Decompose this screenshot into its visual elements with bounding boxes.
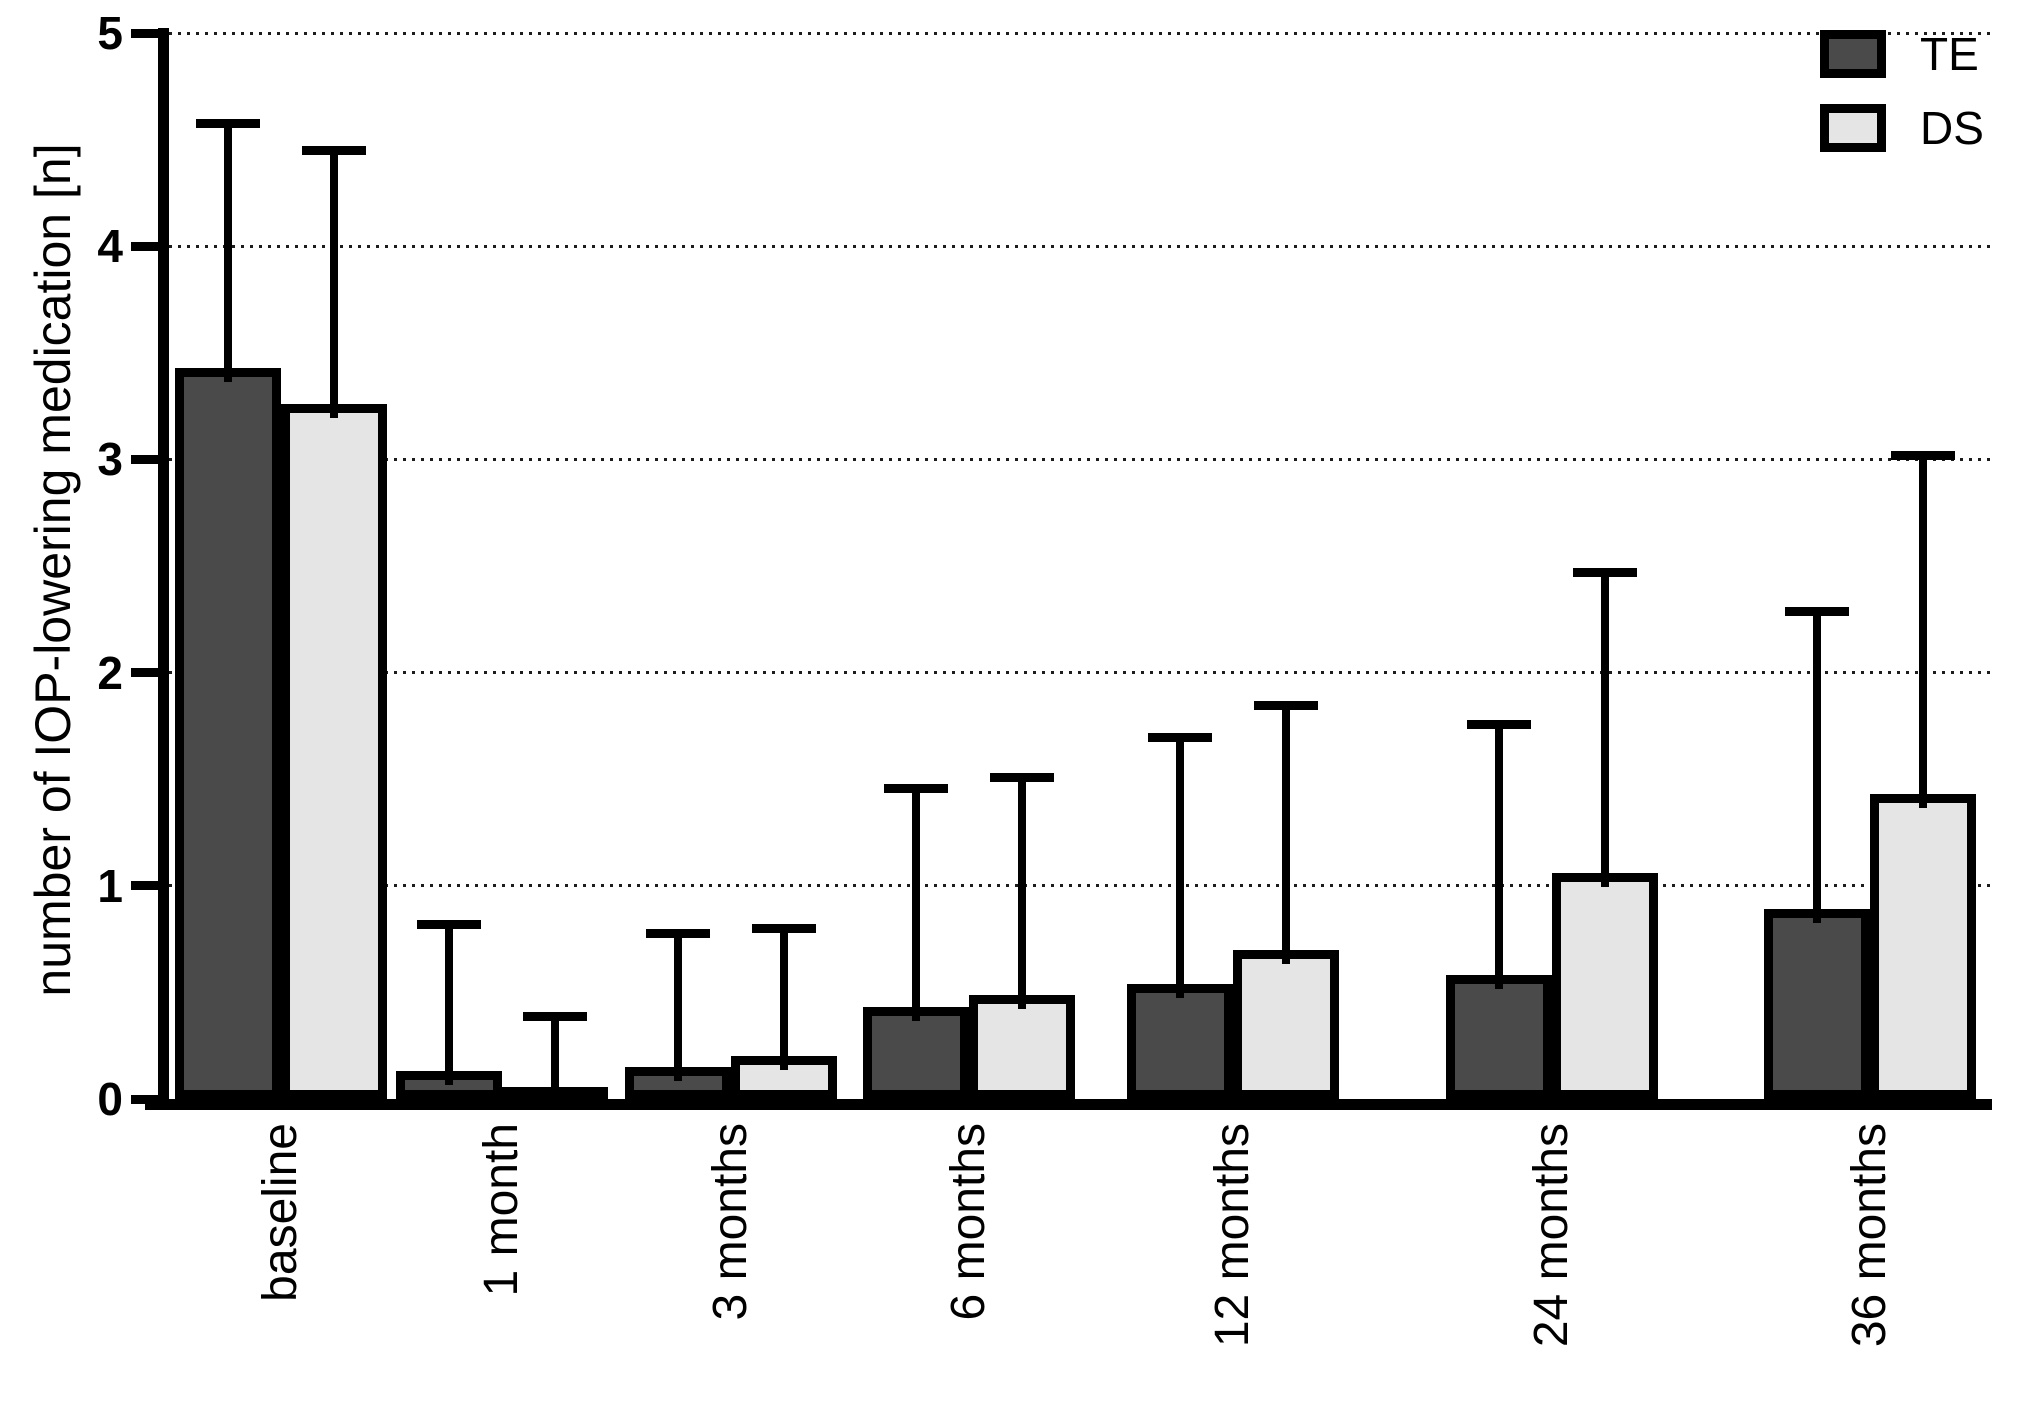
error-cap-ds-baseline xyxy=(302,146,366,156)
error-bar-ds-24-months xyxy=(1601,572,1609,887)
error-bar-te-36-months xyxy=(1813,610,1821,924)
legend-row-ds: DS xyxy=(1820,104,1984,152)
error-cap-ds-36-months xyxy=(1891,451,1955,461)
error-bar-ds-6-months xyxy=(1018,777,1026,1009)
y-tick-4 xyxy=(131,241,158,251)
error-cap-te-3-months xyxy=(646,928,710,938)
bar-te-36-months xyxy=(1764,909,1870,1099)
x-label-baseline: baseline xyxy=(254,1123,307,1302)
y-tick-5 xyxy=(131,28,158,38)
bar-te-baseline xyxy=(175,367,281,1099)
error-cap-te-12-months xyxy=(1148,732,1212,742)
bar-te-24-months xyxy=(1446,975,1552,1099)
x-label-36-months: 36 months xyxy=(1843,1123,1896,1348)
legend: TE DS xyxy=(1820,30,1984,178)
error-bar-ds-3-months xyxy=(780,928,788,1071)
error-cap-te-36-months xyxy=(1785,606,1849,616)
y-tick-label-3: 3 xyxy=(97,433,123,486)
legend-label-ds: DS xyxy=(1920,102,1984,154)
x-label-3-months: 3 months xyxy=(704,1123,757,1321)
bar-ds-6-months xyxy=(969,994,1075,1099)
error-cap-ds-6-months xyxy=(990,773,1054,783)
x-label-1-month: 1 month xyxy=(475,1123,528,1297)
bar-ds-12-months xyxy=(1233,949,1339,1099)
y-tick-3 xyxy=(131,454,158,464)
y-tick-label-1: 1 xyxy=(97,859,123,912)
error-bar-ds-1-month xyxy=(551,1015,559,1101)
error-bar-te-1-month xyxy=(445,924,453,1086)
bar-ds-24-months xyxy=(1552,873,1658,1099)
error-bar-ds-36-months xyxy=(1919,455,1927,809)
error-bar-te-3-months xyxy=(674,932,682,1082)
gridline-4 xyxy=(169,244,1992,248)
error-cap-te-24-months xyxy=(1467,719,1531,729)
x-label-12-months: 12 months xyxy=(1206,1123,1259,1348)
error-bar-te-6-months xyxy=(912,787,920,1022)
error-bar-te-baseline xyxy=(224,122,232,382)
x-label-6-months: 6 months xyxy=(942,1123,995,1321)
y-tick-label-4: 4 xyxy=(97,220,123,273)
error-bar-te-24-months xyxy=(1495,723,1503,990)
bar-ds-3-months xyxy=(731,1056,837,1099)
error-cap-ds-24-months xyxy=(1573,568,1637,578)
bar-ds-baseline xyxy=(281,403,387,1099)
gridline-3 xyxy=(169,457,1992,461)
y-tick-label-2: 2 xyxy=(97,646,123,699)
error-bar-ds-baseline xyxy=(330,150,338,418)
y-tick-1 xyxy=(131,881,158,891)
error-cap-ds-1-month xyxy=(523,1011,587,1021)
legend-label-te: TE xyxy=(1920,28,1979,80)
error-cap-te-1-month xyxy=(417,920,481,930)
error-cap-te-6-months xyxy=(884,783,948,793)
gridline-2 xyxy=(169,671,1992,675)
bar-ds-36-months xyxy=(1870,794,1976,1099)
gridline-1 xyxy=(169,884,1992,888)
legend-swatch-ds xyxy=(1820,104,1886,152)
y-axis-line xyxy=(158,28,169,1110)
error-bar-te-12-months xyxy=(1176,736,1184,998)
x-axis-line xyxy=(145,1099,1992,1110)
y-tick-0 xyxy=(131,1094,158,1104)
error-cap-te-baseline xyxy=(196,118,260,128)
x-label-24-months: 24 months xyxy=(1525,1123,1578,1348)
error-cap-ds-12-months xyxy=(1254,700,1318,710)
y-tick-label-0: 0 xyxy=(97,1073,123,1125)
legend-swatch-te xyxy=(1820,30,1886,78)
legend-row-te: TE xyxy=(1820,30,1984,78)
y-tick-2 xyxy=(131,668,158,678)
error-bar-ds-12-months xyxy=(1282,704,1290,964)
y-tick-label-5: 5 xyxy=(97,7,123,59)
bar-te-12-months xyxy=(1127,983,1233,1099)
error-cap-ds-3-months xyxy=(752,924,816,934)
gridline-5 xyxy=(169,31,1992,35)
